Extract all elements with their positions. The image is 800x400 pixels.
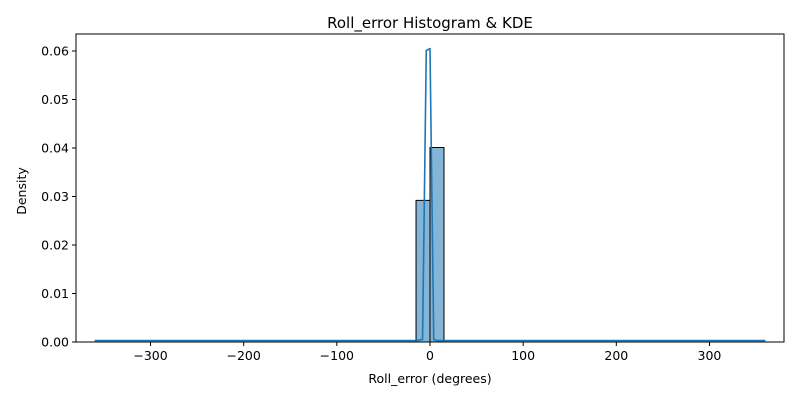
y-tick-label: 0.06 (41, 43, 69, 58)
plot-area (94, 47, 766, 343)
x-tick-label: 0 (426, 348, 434, 363)
x-axis: −300 −200 −100 0 100 200 300 (133, 342, 721, 363)
y-tick-label: 0.00 (41, 335, 69, 350)
y-tick-label: 0.03 (41, 189, 69, 204)
x-tick-label: −300 (133, 348, 167, 363)
axes-frame (75, 33, 785, 343)
kde-line (94, 47, 766, 342)
y-tick-label: 0.05 (41, 92, 69, 107)
y-axis-label: Density (14, 167, 29, 215)
y-tick-label: 0.04 (41, 140, 69, 155)
x-tick-label: 100 (511, 348, 535, 363)
y-tick-label: 0.01 (41, 286, 69, 301)
x-tick-label: −200 (227, 348, 261, 363)
x-tick-label: −100 (320, 348, 354, 363)
y-axis: 0.00 0.01 0.02 0.03 0.04 0.05 0.06 (41, 43, 76, 350)
x-tick-label: 200 (604, 348, 628, 363)
x-axis-label: Roll_error (degrees) (368, 371, 491, 386)
x-tick-label: 300 (698, 348, 722, 363)
y-tick-label: 0.02 (41, 237, 69, 252)
chart-title: Roll_error Histogram & KDE (327, 14, 533, 33)
